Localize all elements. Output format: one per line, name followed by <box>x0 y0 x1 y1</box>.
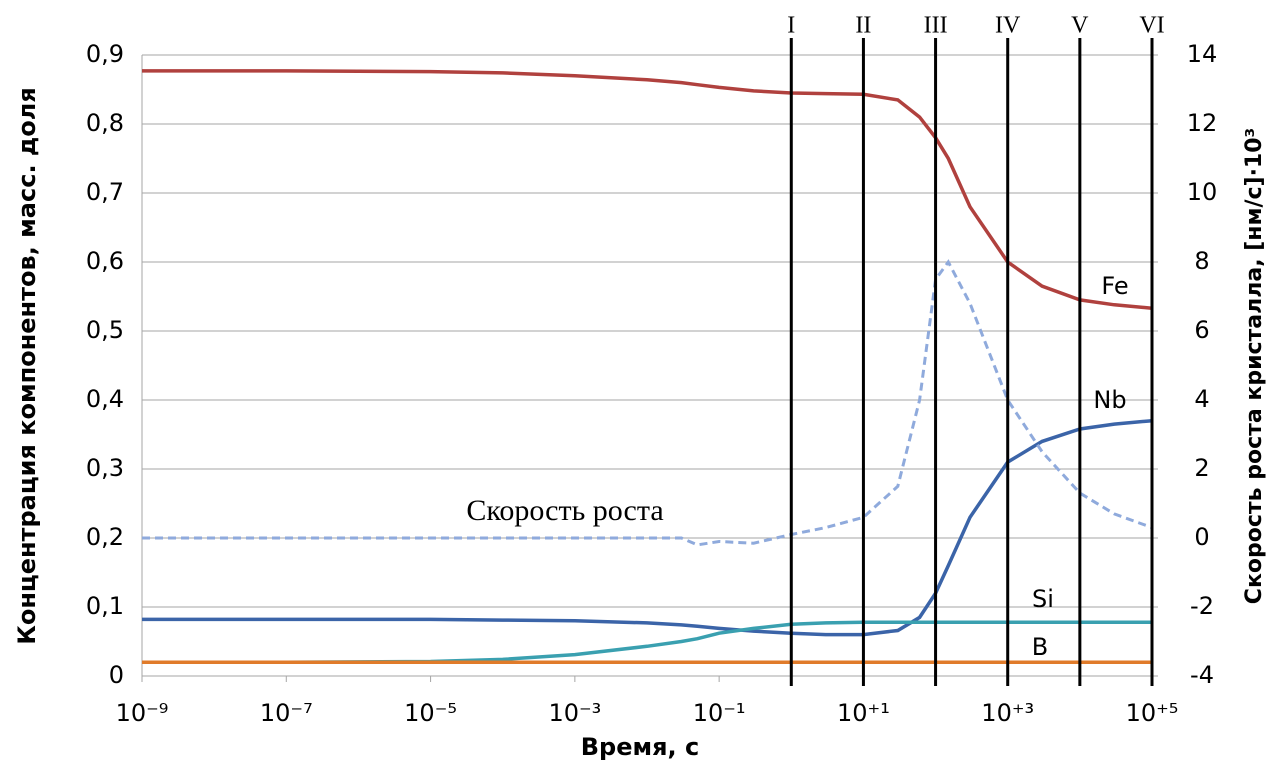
x-axis-title: Время, с <box>581 733 699 761</box>
x-tick-label: 10⁺³ <box>981 699 1034 727</box>
stage-label: V <box>1071 13 1089 39</box>
stage-label: I <box>787 13 795 39</box>
y2-tick-label: 6 <box>1194 316 1209 344</box>
y-tick-label: 0,3 <box>86 454 124 482</box>
y2-tick-label: 14 <box>1187 40 1218 68</box>
y2-tick-label: -4 <box>1190 661 1214 689</box>
y-tick-label: 0,8 <box>86 109 124 137</box>
y-tick-label: 0 <box>109 661 124 689</box>
series-line <box>142 418 1153 637</box>
series-line <box>142 69 1153 310</box>
stage-label: III <box>924 13 948 39</box>
y-axis-title: Концентрация компонентов, масс. доля <box>13 87 41 645</box>
y-tick-label: 0,9 <box>86 40 124 68</box>
stage-label: II <box>855 13 871 39</box>
series-line <box>142 620 1152 664</box>
y2-tick-label: 10 <box>1187 178 1218 206</box>
series-label: Nb <box>1093 386 1126 414</box>
stage-label: VI <box>1139 13 1164 39</box>
y-tick-label: 0,5 <box>86 316 124 344</box>
y2-tick-label: 2 <box>1194 454 1209 482</box>
y-tick-label: 0,4 <box>86 385 124 413</box>
series-label: Скорость роста <box>466 494 663 527</box>
y2-tick-label: 8 <box>1194 247 1209 275</box>
x-tick-label: 10⁺¹ <box>837 699 890 727</box>
x-tick-label: 10⁻¹ <box>693 699 746 727</box>
stage-label: IV <box>995 13 1021 39</box>
y2-tick-label: 4 <box>1194 385 1209 413</box>
y2-tick-label: -2 <box>1190 592 1214 620</box>
series-line <box>142 259 1153 547</box>
series-label: Fe <box>1101 272 1128 300</box>
y-tick-label: 0,1 <box>86 592 124 620</box>
y-tick-label: 0,2 <box>86 523 124 551</box>
x-tick-label: 10⁺⁵ <box>1126 699 1179 727</box>
x-tick-label: 10⁻⁷ <box>260 699 313 727</box>
series-label: B <box>1032 633 1048 661</box>
x-tick-label: 10⁻⁵ <box>404 699 457 727</box>
y2-tick-label: 0 <box>1194 523 1209 551</box>
series-label: Si <box>1032 585 1054 613</box>
y-tick-label: 0,7 <box>86 178 124 206</box>
x-tick-label: 10⁻³ <box>548 699 601 727</box>
y2-axis-title: Скорость роста кристалла, [нм/с]·10³ <box>1242 128 1267 604</box>
y2-tick-label: 12 <box>1187 109 1218 137</box>
x-tick-label: 10⁻⁹ <box>116 699 169 727</box>
y-tick-label: 0,6 <box>86 247 124 275</box>
